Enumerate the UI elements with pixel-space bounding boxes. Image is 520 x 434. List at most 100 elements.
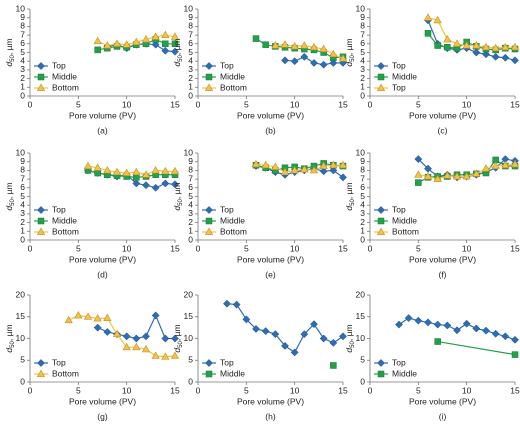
legend-label: Bottom	[220, 82, 247, 92]
point-triangle	[433, 15, 442, 24]
y-tick-label: 7	[188, 173, 193, 183]
y-axis-label: d50, µm	[4, 324, 15, 352]
x-tick-label: 5	[416, 385, 421, 395]
point-triangle	[151, 32, 160, 40]
y-label-unit: , µm	[344, 182, 354, 199]
point-triangle	[329, 49, 338, 58]
point-diamond	[205, 62, 213, 70]
point-diamond	[472, 48, 481, 57]
point-triangle	[141, 35, 151, 43]
y-label-symbol: d	[344, 62, 354, 67]
x-axis-label: Pore volume (PV)	[237, 110, 304, 120]
point-triangle	[462, 172, 471, 180]
y-tick-label: 3	[360, 208, 365, 218]
y-tick-label: 15	[184, 311, 194, 321]
y-tick-label: 3	[188, 208, 193, 218]
point-square	[252, 35, 260, 42]
point-diamond	[161, 46, 170, 55]
y-label-unit: , µm	[4, 38, 14, 55]
point-triangle	[112, 39, 122, 47]
x-tick-label: 5	[416, 243, 421, 253]
point-triangle	[271, 162, 280, 170]
point-diamond	[511, 56, 519, 65]
point-square	[205, 217, 213, 225]
y-tick-label: 10	[16, 147, 26, 157]
point-diamond	[377, 62, 385, 70]
y-tick-label: 7	[188, 29, 193, 39]
x-tick-label: 15	[510, 385, 520, 395]
point-diamond	[290, 57, 299, 66]
y-label-subscript: 50	[178, 54, 184, 61]
y-tick-label: 6	[20, 182, 25, 192]
point-triangle	[338, 54, 348, 62]
point-triangle	[414, 170, 423, 178]
point-diamond	[151, 40, 160, 49]
y-axis-label: d50, µm	[172, 182, 183, 210]
x-tick-label: 10	[290, 243, 300, 253]
y-tick-label: 10	[184, 3, 194, 13]
y-tick-label: 3	[20, 64, 25, 74]
x-axis-label: Pore volume (PV)	[409, 110, 476, 120]
y-tick-label: 1	[188, 82, 193, 92]
y-tick-label: 2	[20, 73, 25, 83]
point-diamond	[132, 334, 141, 343]
point-triangle	[141, 170, 151, 178]
point-triangle	[290, 165, 299, 174]
y-tick-label: 4	[20, 199, 25, 209]
legend-label: Middle	[52, 71, 77, 81]
y-tick-label: 15	[16, 311, 26, 321]
y-tick-label: 5	[188, 47, 193, 57]
point-triangle	[491, 161, 500, 169]
caption: (b)	[265, 125, 276, 135]
series-line	[87, 165, 175, 176]
y-tick-label: 10	[184, 147, 194, 157]
point-diamond	[37, 359, 45, 367]
point-triangle	[83, 161, 93, 169]
point-triangle	[122, 168, 131, 176]
series-line	[255, 38, 344, 59]
point-triangle	[309, 165, 319, 174]
y-tick-label: 0	[188, 376, 193, 386]
point-triangle	[423, 13, 433, 21]
y-tick-label: 2	[188, 73, 193, 83]
point-triangle	[433, 174, 442, 182]
point-triangle	[161, 352, 170, 360]
point-triangle	[141, 344, 151, 353]
legend-label: Bottom	[52, 226, 79, 236]
y-tick-label: 6	[188, 38, 193, 48]
point-triangle	[443, 171, 452, 179]
legend-label: Middle	[392, 215, 417, 225]
point-triangle	[261, 160, 270, 169]
y-tick-label: 0	[360, 234, 365, 244]
point-diamond	[319, 167, 328, 176]
point-diamond	[122, 332, 131, 341]
legend-label: Top	[220, 357, 234, 367]
x-tick-label: 5	[76, 385, 81, 395]
y-tick-label: 9	[360, 156, 365, 166]
point-diamond	[161, 179, 170, 188]
y-tick-label: 5	[20, 191, 25, 201]
y-tick-label: 0	[360, 376, 365, 386]
point-square	[205, 370, 213, 378]
caption: (a)	[97, 125, 108, 135]
y-tick-label: 10	[356, 3, 366, 13]
series-line	[255, 165, 344, 178]
legend-label: Middle	[220, 71, 245, 81]
point-diamond	[132, 179, 141, 188]
caption: (h)	[265, 411, 276, 421]
point-diamond	[377, 206, 385, 214]
point-diamond	[205, 359, 213, 367]
point-triangle	[204, 83, 214, 91]
point-diamond	[142, 181, 150, 190]
point-triangle	[112, 329, 122, 338]
point-triangle	[510, 159, 520, 168]
caption: (g)	[97, 411, 108, 421]
point-triangle	[338, 160, 348, 169]
point-square	[162, 40, 169, 48]
y-label-subscript: 50	[178, 340, 184, 347]
point-diamond	[482, 50, 490, 59]
y-label-symbol: d	[344, 206, 354, 211]
legend-label: Middle	[392, 368, 417, 378]
x-tick-label: 0	[28, 99, 33, 109]
point-triangle	[93, 314, 102, 322]
